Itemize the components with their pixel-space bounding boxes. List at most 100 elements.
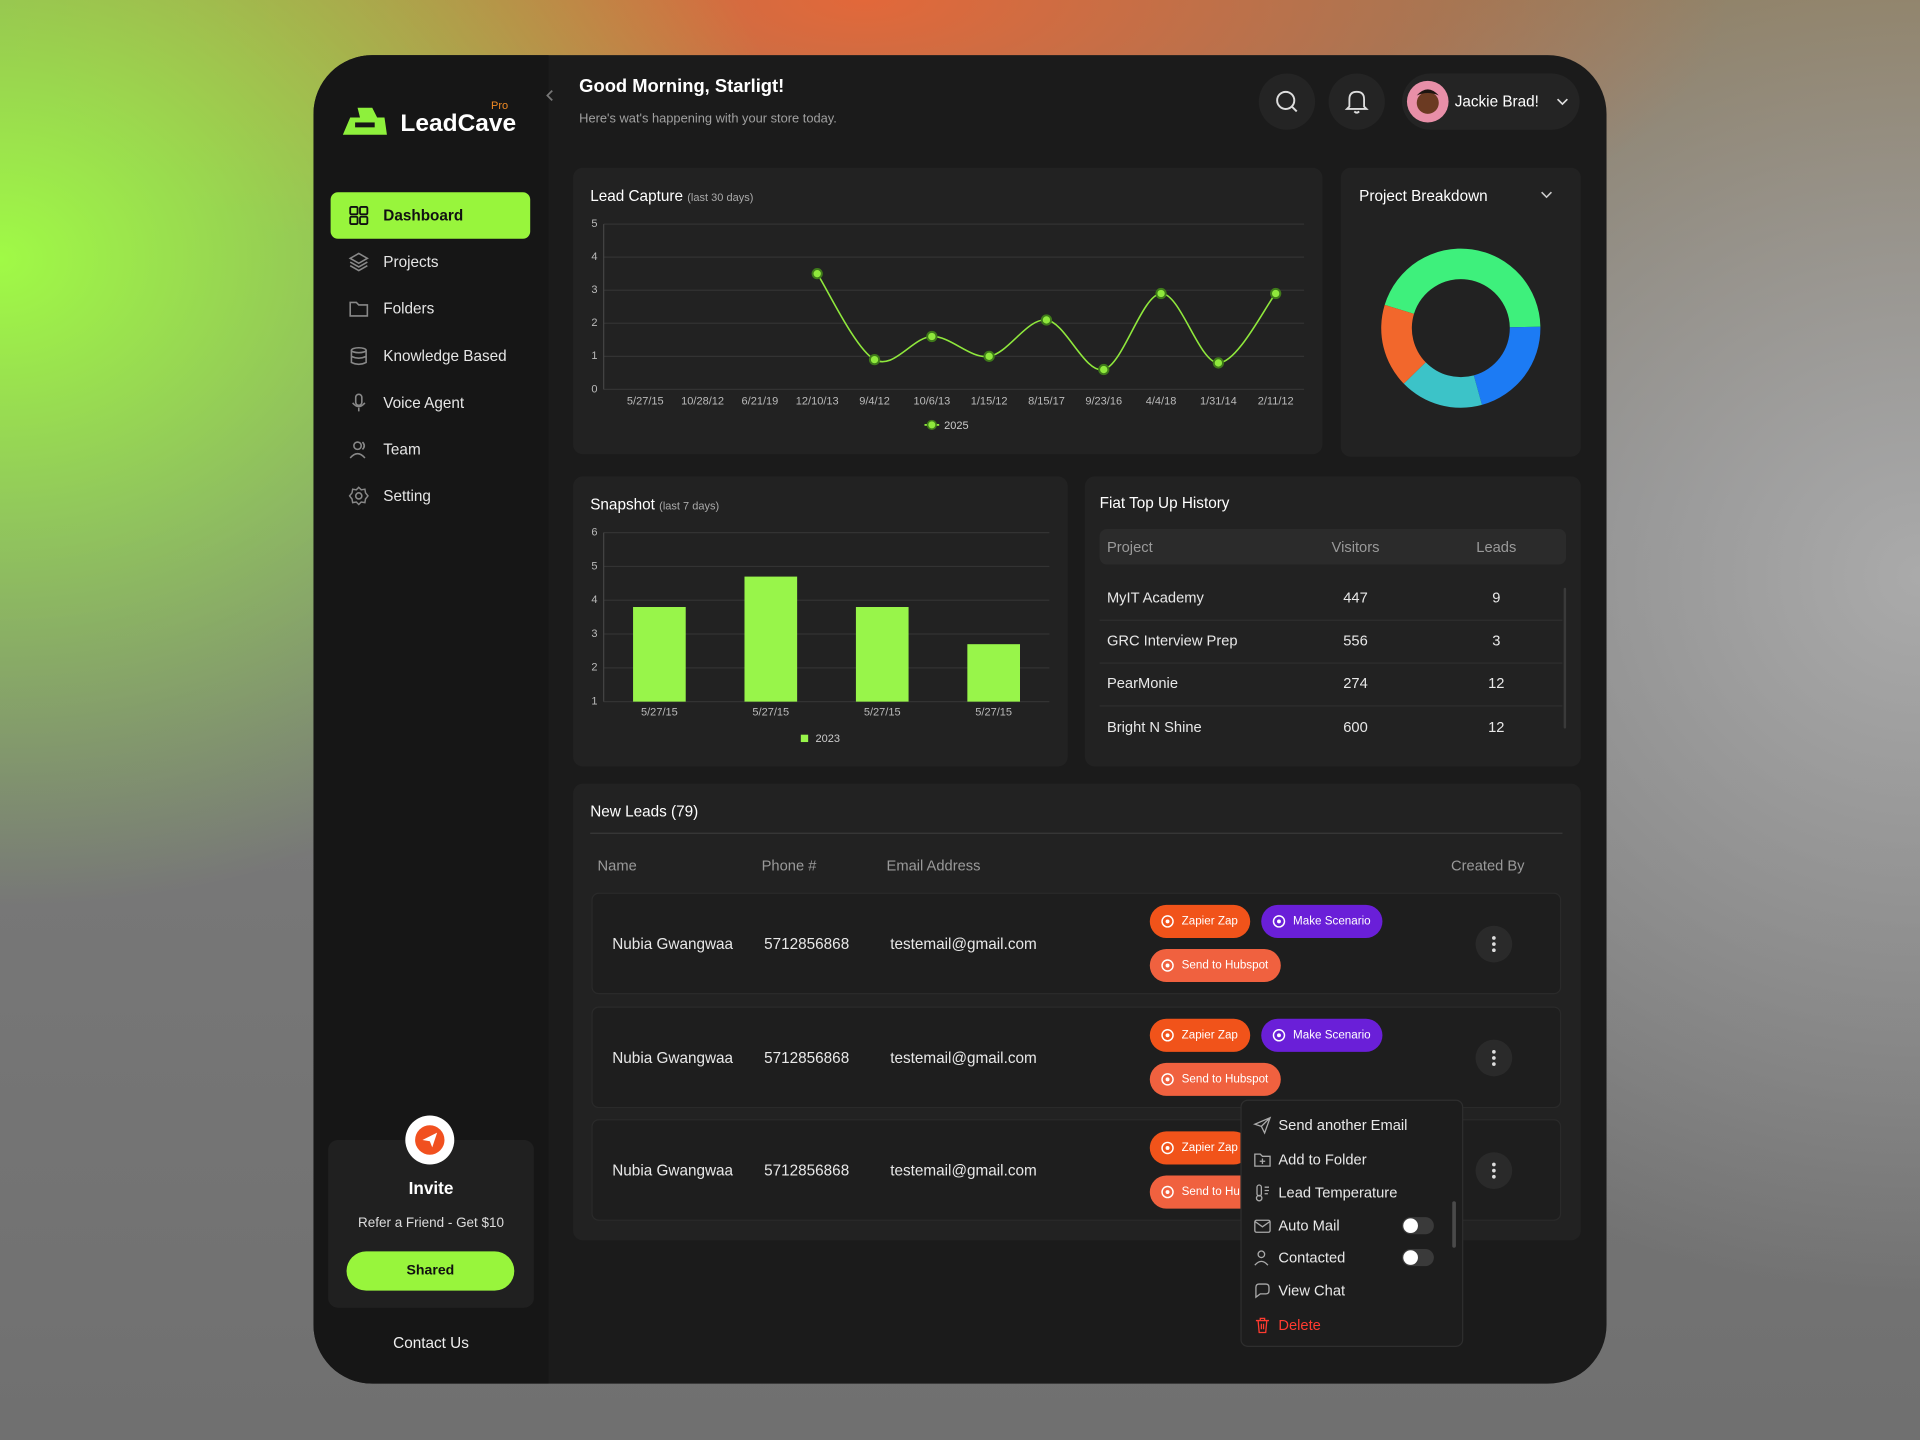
toggle-knob (1403, 1218, 1418, 1234)
action-label: Zapier Zap (1181, 1027, 1238, 1042)
action-label: Zapier Zap (1181, 1141, 1238, 1155)
top-up-card (1084, 476, 1581, 767)
kebab-icon (1492, 1162, 1496, 1179)
menu-item[interactable]: Contacted (1278, 1248, 1346, 1267)
lead-row (591, 1005, 1562, 1108)
action-button[interactable]: Zapier Zap (1149, 904, 1251, 938)
leads-header: Phone # (761, 857, 817, 875)
table-cell: Bright N Shine (1106, 718, 1202, 736)
nav-item[interactable]: Knowledge Based (383, 347, 507, 365)
nav-item[interactable]: Dashboard (383, 206, 464, 225)
menu-item[interactable]: Send another Email (1278, 1116, 1408, 1134)
nav-item[interactable]: Voice Agent (383, 394, 465, 412)
row-options[interactable] (1475, 1038, 1513, 1076)
action-label: Make Scenario (1293, 1027, 1371, 1042)
top-up-title: Fiat Top Up History (1099, 494, 1230, 512)
bell-icon (1344, 90, 1369, 114)
collapse-button[interactable] (542, 88, 557, 103)
invite-title: Invite (408, 1177, 454, 1198)
breakdown-dropdown[interactable] (1539, 187, 1554, 202)
nav-icon (349, 441, 366, 459)
action-label: Make Scenario (1293, 914, 1371, 929)
avatar (1406, 80, 1449, 123)
search-icon (1276, 90, 1298, 113)
leads-header: Created By (1451, 857, 1525, 875)
nav-item[interactable]: Team (383, 440, 421, 458)
user-chevron (1556, 98, 1568, 106)
new-leads-title: New Leads (79) (590, 803, 699, 821)
menu-item[interactable]: Auto Mail (1278, 1217, 1340, 1235)
toggle[interactable] (1402, 1217, 1434, 1235)
lead-capture-title: Lead Capture (last 30 days) (590, 185, 753, 208)
lead-email: testemail@gmail.com (890, 1048, 1037, 1066)
user-menu[interactable]: Jackie Brad! (1402, 73, 1580, 130)
lead-phone: 5712856868 (764, 1048, 850, 1066)
lead-email: testemail@gmail.com (890, 1162, 1037, 1180)
nav-icon (350, 346, 367, 365)
action-label: Send to Hubspot (1181, 958, 1269, 973)
action-button[interactable]: Zapier Zap (1149, 1018, 1251, 1052)
snapshot-card (573, 476, 1068, 767)
lead-row (591, 892, 1562, 995)
menu-item[interactable]: Lead Temperature (1278, 1184, 1398, 1202)
menu-icon (1252, 1116, 1272, 1135)
title: Snapshot (590, 495, 655, 514)
share-button[interactable]: Shared (346, 1251, 515, 1291)
action-button[interactable]: Make Scenario (1261, 1018, 1383, 1052)
table-cell: PearMonie (1106, 675, 1178, 693)
kebab-icon (1492, 1049, 1496, 1066)
menu-icon (1255, 1184, 1269, 1202)
menu-item[interactable]: Delete (1278, 1316, 1321, 1334)
row-divider (1099, 705, 1563, 707)
menu-icon (1254, 1250, 1269, 1266)
lead-phone: 5712856868 (764, 1162, 850, 1180)
notification-button[interactable] (1328, 73, 1385, 130)
row-options[interactable] (1475, 1152, 1513, 1189)
toggle[interactable] (1402, 1248, 1434, 1267)
lead-name: Nubia Gwangwaa (612, 935, 734, 953)
nav-item[interactable]: Setting (383, 487, 431, 505)
greeting-subtitle: Here's wat's happening with your store t… (579, 111, 837, 127)
table-cell: 9 (1492, 588, 1501, 607)
action-button[interactable]: Make Scenario (1261, 904, 1383, 938)
nav-icon (348, 252, 369, 272)
search-button[interactable] (1258, 73, 1316, 130)
table-cell: 12 (1488, 718, 1505, 736)
toggle-knob (1403, 1250, 1418, 1265)
contact-link[interactable]: Contact Us (393, 1334, 469, 1352)
action-icon (1161, 1072, 1174, 1086)
row-options[interactable] (1475, 925, 1513, 963)
action-icon (1161, 1028, 1174, 1041)
top-up-scrollbar (1563, 587, 1567, 729)
table-cell: GRC Interview Prep (1106, 632, 1238, 650)
menu-icon (1254, 1219, 1271, 1233)
brand-badge: Pro (491, 99, 509, 112)
lead-email: testemail@gmail.com (890, 935, 1037, 953)
lead-name: Nubia Gwangwaa (612, 1162, 734, 1180)
nav-icon (348, 486, 369, 506)
kebab-icon (1492, 936, 1496, 953)
user-name: Jackie Brad! (1454, 93, 1539, 111)
action-button[interactable]: Send to Hubspot (1149, 948, 1281, 983)
logo-icon (342, 107, 387, 135)
menu-item[interactable]: Add to Folder (1278, 1151, 1367, 1169)
action-button[interactable]: Zapier Zap (1149, 1131, 1251, 1165)
title: Lead Capture (590, 187, 683, 205)
action-icon (1272, 915, 1286, 928)
new-leads-divider (590, 832, 1563, 834)
nav-item[interactable]: Projects (383, 253, 439, 271)
subtitle: (last 7 days) (659, 499, 720, 512)
nav-item[interactable]: Folders (383, 300, 435, 318)
greeting: Good Morning, Starligt! (579, 75, 785, 97)
lead-phone: 5712856868 (764, 935, 850, 953)
top-up-header-bg (1099, 528, 1567, 565)
invite-text: Refer a Friend - Get $10 (358, 1215, 505, 1231)
action-button[interactable]: Send to Hubspot (1149, 1062, 1281, 1096)
action-label: Zapier Zap (1181, 914, 1238, 929)
leads-header: Email Address (886, 857, 981, 875)
menu-item[interactable]: View Chat (1278, 1282, 1346, 1300)
invite-icon (405, 1115, 455, 1165)
table-header: Project (1106, 538, 1153, 556)
